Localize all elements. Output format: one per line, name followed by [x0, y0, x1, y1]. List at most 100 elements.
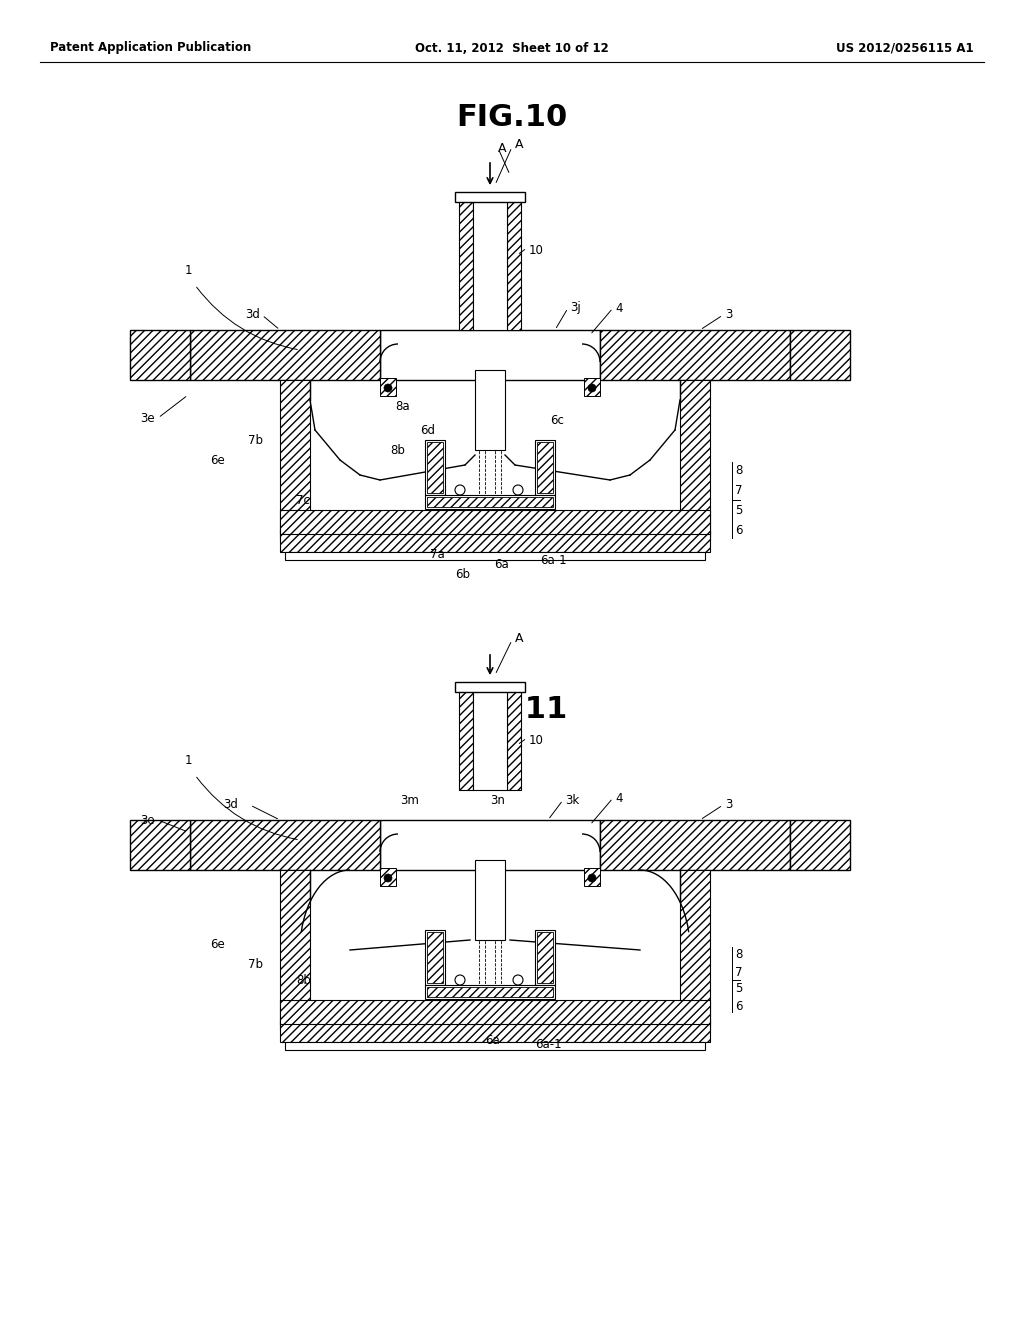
Text: 8: 8 [735, 463, 742, 477]
Bar [280, 1001, 710, 1024]
Bar [584, 869, 600, 886]
Text: 6b: 6b [455, 569, 470, 582]
Text: 7c: 7c [296, 494, 310, 507]
Bar [190, 330, 380, 380]
Bar [600, 330, 790, 380]
Circle shape [384, 384, 392, 392]
Text: 6d: 6d [420, 424, 435, 437]
Bar [280, 1020, 710, 1041]
Bar [584, 378, 600, 396]
Bar [680, 380, 710, 540]
Circle shape [455, 975, 465, 985]
Text: 8b: 8b [296, 974, 311, 986]
Bar [285, 552, 705, 560]
Bar [427, 498, 553, 507]
Text: 3n: 3n [490, 793, 505, 807]
Bar [280, 870, 310, 1030]
Bar [380, 378, 396, 396]
Text: 10: 10 [529, 243, 544, 256]
Text: 3: 3 [725, 309, 732, 322]
Text: 6c: 6c [550, 413, 564, 426]
Bar [473, 690, 507, 789]
Text: 3d: 3d [245, 309, 260, 322]
Bar [475, 370, 505, 450]
Bar [535, 931, 555, 985]
Text: 7: 7 [735, 483, 742, 496]
Text: 6a-1: 6a-1 [535, 1039, 561, 1052]
Bar [790, 820, 850, 870]
Text: 6: 6 [735, 999, 742, 1012]
Text: FIG.11: FIG.11 [457, 696, 567, 725]
Text: 6a: 6a [485, 1034, 500, 1047]
Text: 5: 5 [735, 982, 742, 995]
Circle shape [588, 874, 596, 882]
Text: 3k: 3k [565, 793, 580, 807]
Bar [459, 201, 473, 330]
Text: 6a: 6a [494, 558, 509, 572]
Bar [130, 820, 190, 870]
Bar [280, 380, 310, 540]
Bar [790, 330, 850, 380]
Text: 3d: 3d [223, 799, 238, 812]
Bar [535, 440, 555, 495]
Text: FIG.10: FIG.10 [457, 103, 567, 132]
Text: A: A [515, 631, 523, 644]
Bar [455, 191, 525, 202]
Text: 6e: 6e [210, 939, 224, 952]
Bar [427, 932, 443, 983]
Text: A: A [515, 139, 523, 152]
Bar [600, 820, 790, 870]
Text: 3e: 3e [140, 813, 155, 826]
Bar [427, 442, 443, 492]
Text: 1: 1 [185, 264, 193, 276]
Text: 4: 4 [615, 792, 623, 804]
Bar [130, 337, 190, 374]
Bar [380, 820, 600, 870]
Bar [425, 495, 555, 510]
Bar [507, 201, 521, 330]
Bar [475, 861, 505, 940]
Text: Oct. 11, 2012  Sheet 10 of 12: Oct. 11, 2012 Sheet 10 of 12 [415, 41, 609, 54]
Text: US 2012/0256115 A1: US 2012/0256115 A1 [837, 41, 974, 54]
Bar [507, 690, 521, 789]
Text: A: A [498, 141, 507, 154]
Bar [680, 870, 710, 1030]
Bar [130, 330, 190, 380]
Text: 5: 5 [735, 503, 742, 516]
Bar [190, 820, 380, 870]
Bar [455, 682, 525, 692]
Text: 7: 7 [735, 965, 742, 978]
Bar [427, 987, 553, 997]
Circle shape [513, 484, 523, 495]
Circle shape [588, 384, 596, 392]
Text: 6a-1: 6a-1 [540, 553, 566, 566]
Text: 8b: 8b [390, 444, 404, 457]
Text: 8: 8 [735, 949, 742, 961]
Bar [425, 440, 445, 495]
Bar [280, 531, 710, 552]
Text: 6: 6 [735, 524, 742, 536]
Circle shape [455, 484, 465, 495]
Bar [537, 442, 553, 492]
Circle shape [384, 874, 392, 882]
Text: 4: 4 [615, 301, 623, 314]
Bar [425, 985, 555, 999]
Bar [425, 931, 445, 985]
Circle shape [513, 975, 523, 985]
Text: 7a: 7a [430, 549, 444, 561]
Bar [537, 932, 553, 983]
Text: 6e: 6e [210, 454, 224, 466]
Text: 7b: 7b [248, 433, 263, 446]
Text: 3: 3 [725, 799, 732, 812]
Text: 10: 10 [529, 734, 544, 747]
Text: 3m: 3m [400, 793, 419, 807]
Bar [380, 330, 600, 380]
Bar [459, 690, 473, 789]
Text: 1: 1 [185, 754, 193, 767]
Text: Patent Application Publication: Patent Application Publication [50, 41, 251, 54]
Text: 3e: 3e [140, 412, 155, 425]
Text: 7b: 7b [248, 958, 263, 972]
Text: 3j: 3j [570, 301, 581, 314]
Bar [473, 201, 507, 330]
Text: 8a: 8a [395, 400, 410, 413]
